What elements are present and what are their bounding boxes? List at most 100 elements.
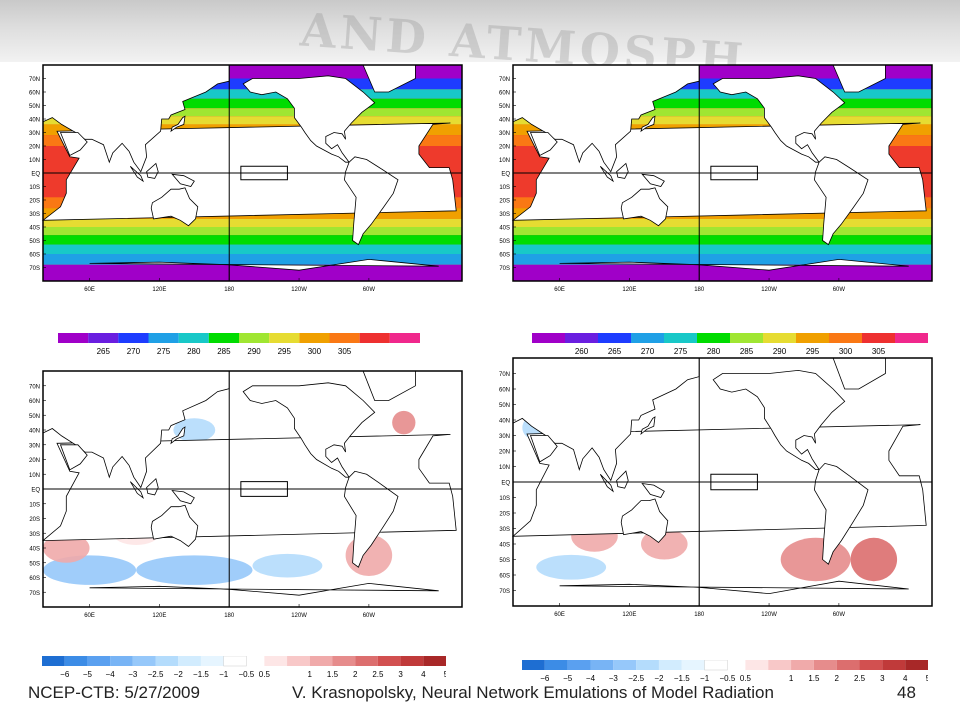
colorbar-swatch <box>829 333 862 343</box>
land-mass <box>42 64 230 173</box>
land-mass <box>150 504 199 548</box>
land-mass <box>343 156 399 246</box>
colorbar-top-left: 265 270 275 280 285 290 295 300 305 <box>58 333 420 361</box>
latitude-label: 70N <box>29 384 40 390</box>
sst-band <box>43 227 462 236</box>
colorbar-swatch <box>64 656 88 666</box>
sst-band <box>513 89 932 99</box>
map-panel-top-left: 70N 60N 50N 40N 30N 20N 10N EQ 10S 20S 30S 40S 50S 60… <box>20 63 465 303</box>
land-mass <box>511 122 927 221</box>
nino-region-box <box>240 165 288 181</box>
colorbar-swatch <box>697 333 730 343</box>
colorbar-label: 1 <box>308 670 313 679</box>
latitude-label: 30S <box>499 212 510 218</box>
longitude-label: 60E <box>554 287 565 293</box>
land-mass <box>620 498 669 544</box>
colorbar-swatch <box>704 660 728 671</box>
latitude-label: 10N <box>29 473 40 479</box>
colorbar-swatch <box>389 333 420 343</box>
colorbar-swatch <box>730 333 763 343</box>
colorbar-label: 2 <box>353 670 358 679</box>
colorbar-swatch <box>882 660 906 670</box>
latitude-label: 70N <box>499 372 510 378</box>
colorbar-label: −2.5 <box>148 670 164 679</box>
land-mass <box>511 424 927 537</box>
colorbar-swatch <box>178 333 209 343</box>
land-mass <box>712 369 846 470</box>
latitude-label: 20N <box>499 145 510 151</box>
colorbar-label: 300 <box>308 347 322 356</box>
land-mass <box>640 416 656 436</box>
colorbar-label: −6 <box>60 670 70 679</box>
nino-region-box <box>710 473 758 491</box>
land-mass <box>529 132 558 157</box>
colorbar-label: −3 <box>609 674 619 683</box>
land-mass <box>640 115 656 133</box>
colorbar-bottom-left: −6−5−4−3−2.5−2−1.5−1−0.50.511.522.53456 <box>42 656 446 684</box>
colorbar-swatch <box>377 656 401 666</box>
sst-band <box>513 244 932 254</box>
colorbar-swatch <box>223 656 247 667</box>
latitude-label: 60N <box>29 399 40 405</box>
colorbar-swatch <box>590 660 614 670</box>
colorbar-label: −4 <box>586 674 596 683</box>
land-mass <box>620 187 669 227</box>
colorbar-label: 4 <box>421 670 426 679</box>
colorbar-label: 285 <box>217 347 231 356</box>
colorbar-label: 3 <box>398 670 403 679</box>
land-mass <box>813 156 869 246</box>
colorbar-label: −2.5 <box>628 674 644 683</box>
latitude-label: 60S <box>29 253 40 259</box>
latitude-label: 70S <box>29 591 40 597</box>
sst-band <box>43 244 462 254</box>
sst-band <box>43 254 462 265</box>
colorbar-bottom-right: −6−5−4−3−2.5−2−1.5−1−0.50.511.522.53456 <box>522 660 928 688</box>
land-mass <box>170 115 186 133</box>
land-mass <box>813 462 869 565</box>
colorbar-label: −5 <box>563 674 573 683</box>
land-mass <box>146 162 159 179</box>
colorbar-swatch <box>264 656 288 666</box>
colorbar-swatch <box>836 660 860 670</box>
colorbar-label: 280 <box>707 347 721 356</box>
colorbar-label: 295 <box>806 347 820 356</box>
land-mass <box>146 477 159 496</box>
page-number: 48 <box>897 683 916 702</box>
colorbar-swatch <box>522 660 545 670</box>
colorbar-swatch <box>208 333 239 343</box>
colorbar-label: 305 <box>872 347 886 356</box>
longitude-label: 60W <box>363 613 376 619</box>
colorbar-swatch <box>87 656 111 666</box>
colorbar-swatch <box>118 333 149 343</box>
colorbar-swatch <box>658 660 682 670</box>
latitude-label: 30S <box>499 527 510 533</box>
colorbar-label: 265 <box>608 347 622 356</box>
colorbar-swatch <box>763 333 796 343</box>
colorbar-label: 260 <box>575 347 589 356</box>
latitude-label: 70N <box>29 77 40 83</box>
latitude-label: 70S <box>499 266 510 272</box>
latitude-label: 40S <box>29 226 40 232</box>
anomaly-region <box>136 555 253 585</box>
longitude-label: 60W <box>363 287 376 293</box>
latitude-label: 40N <box>499 118 510 124</box>
colorbar-swatch <box>155 656 179 666</box>
colorbar-swatch <box>895 333 928 343</box>
colorbar-swatch <box>178 656 201 666</box>
colorbar-swatch <box>598 333 631 343</box>
colorbar-label: −1.5 <box>674 674 690 683</box>
colorbar-swatch <box>299 333 330 343</box>
latitude-label: 10N <box>499 465 510 471</box>
colorbar-label: −6 <box>540 674 550 683</box>
latitude-label: 50N <box>29 104 40 110</box>
latitude-label: 20N <box>499 450 510 456</box>
colorbar-swatch <box>287 656 310 666</box>
colorbar-label: 1.5 <box>327 670 339 679</box>
colorbar-label: −1.5 <box>193 670 209 679</box>
latitude-label: 60S <box>29 576 40 582</box>
longitude-label: 180 <box>694 287 705 293</box>
latitude-label: 10N <box>499 158 510 164</box>
colorbar-swatch <box>567 660 591 670</box>
latitude-label: 70S <box>499 589 510 595</box>
latitude-label: 50S <box>29 239 40 245</box>
